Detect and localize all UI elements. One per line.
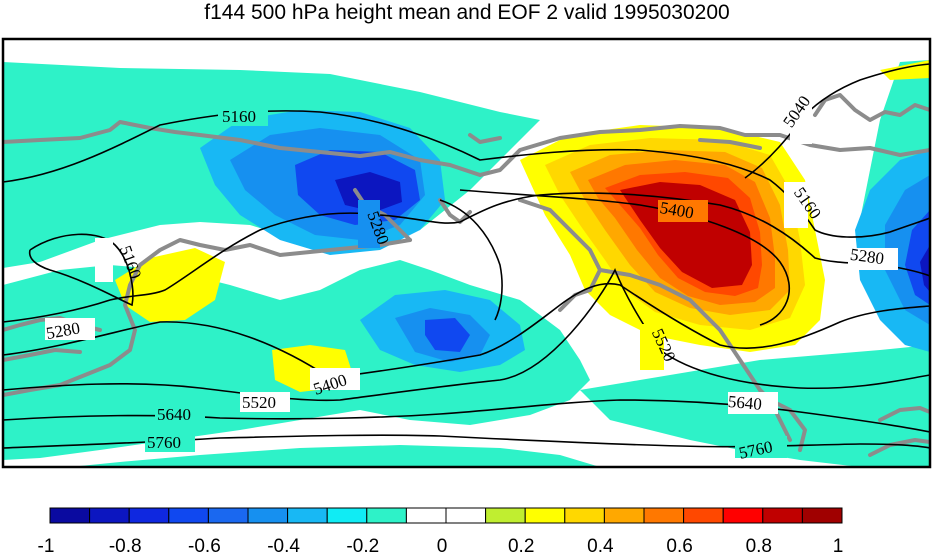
colorbar-segment xyxy=(683,507,724,524)
colorbar-segment xyxy=(524,507,566,524)
contour-5400 xyxy=(3,282,930,379)
colorbar-segment xyxy=(643,507,685,524)
negative-region-east-center xyxy=(920,245,930,292)
colorbar-segment xyxy=(326,507,368,524)
label-background xyxy=(45,318,95,340)
positive-region-main-darkred xyxy=(620,182,752,288)
label-background xyxy=(784,182,808,228)
label-background xyxy=(95,238,113,282)
contour-label-5160-a: 5160 xyxy=(222,107,256,126)
label-background xyxy=(240,392,290,412)
contour-label-5640-a: 5640 xyxy=(157,405,191,424)
colorbar-segment xyxy=(722,507,764,524)
colorbar-tick-label: -0.6 xyxy=(188,536,221,557)
colorbar-tick-label: -1 xyxy=(37,536,55,557)
colorbar-segment xyxy=(287,507,328,524)
label-background xyxy=(358,200,380,248)
contour-5040 xyxy=(744,63,930,179)
colorbar-tick-label: 0.8 xyxy=(745,536,773,557)
contour-label-5760-a: 5760 xyxy=(147,433,181,452)
contour-label-5640-b: 5640 xyxy=(727,392,763,414)
colorbar-segment xyxy=(445,507,487,524)
label-background xyxy=(658,200,708,222)
colorbar-tick-label: -0.2 xyxy=(346,536,380,557)
label-background xyxy=(155,404,205,424)
colorbar-tick-label: -0.4 xyxy=(267,536,300,557)
positive-region-west xyxy=(115,248,225,322)
contour-5160-west xyxy=(28,233,134,307)
colorbar-segment xyxy=(49,507,91,524)
contour-label-5520-b: 5520 xyxy=(242,393,276,412)
contour-5520 xyxy=(3,268,930,402)
colorbar-segment xyxy=(366,507,407,524)
colorbar-segment xyxy=(405,507,447,524)
label-background xyxy=(790,98,812,144)
colorbar-segment xyxy=(762,507,803,524)
contour-label-5280-b: 5280 xyxy=(849,245,885,269)
colorbar-tick-label: 0.2 xyxy=(507,536,535,557)
label-background xyxy=(145,432,195,452)
colorbar-segment xyxy=(89,507,130,524)
contour-5280 xyxy=(3,192,930,323)
colorbar-segment xyxy=(128,507,170,524)
colorbar-tick-label: 0.6 xyxy=(666,536,693,557)
label-background xyxy=(735,436,787,458)
label-background xyxy=(640,324,664,370)
negative-region-northwest-center xyxy=(335,172,402,212)
colorbar-segment xyxy=(801,507,843,524)
contour-5160 xyxy=(3,110,930,238)
colorbar-tick-label: -0.8 xyxy=(108,536,142,557)
colorbar-tick-label: 0 xyxy=(436,536,448,557)
colorbar-segment xyxy=(207,507,249,524)
label-background xyxy=(218,106,268,126)
colorbar-segment xyxy=(485,507,526,524)
colorbar-segment xyxy=(247,507,289,524)
map-frame xyxy=(1,37,932,469)
colorbar-segment xyxy=(603,507,645,524)
label-background xyxy=(848,248,898,270)
colorbar-segment xyxy=(564,507,605,524)
label-background xyxy=(728,392,778,414)
colorbar-tick-label: 0.4 xyxy=(587,536,614,557)
label-background xyxy=(310,368,360,390)
colorbar-tick-label: 1 xyxy=(832,536,844,557)
map-title: f144 500 hPa height mean and EOF 2 valid… xyxy=(204,1,730,24)
contour-5160-center xyxy=(439,199,503,321)
colorbar-segment xyxy=(168,507,209,524)
negative-region-center-inner xyxy=(425,318,470,352)
colorbar xyxy=(49,507,843,524)
